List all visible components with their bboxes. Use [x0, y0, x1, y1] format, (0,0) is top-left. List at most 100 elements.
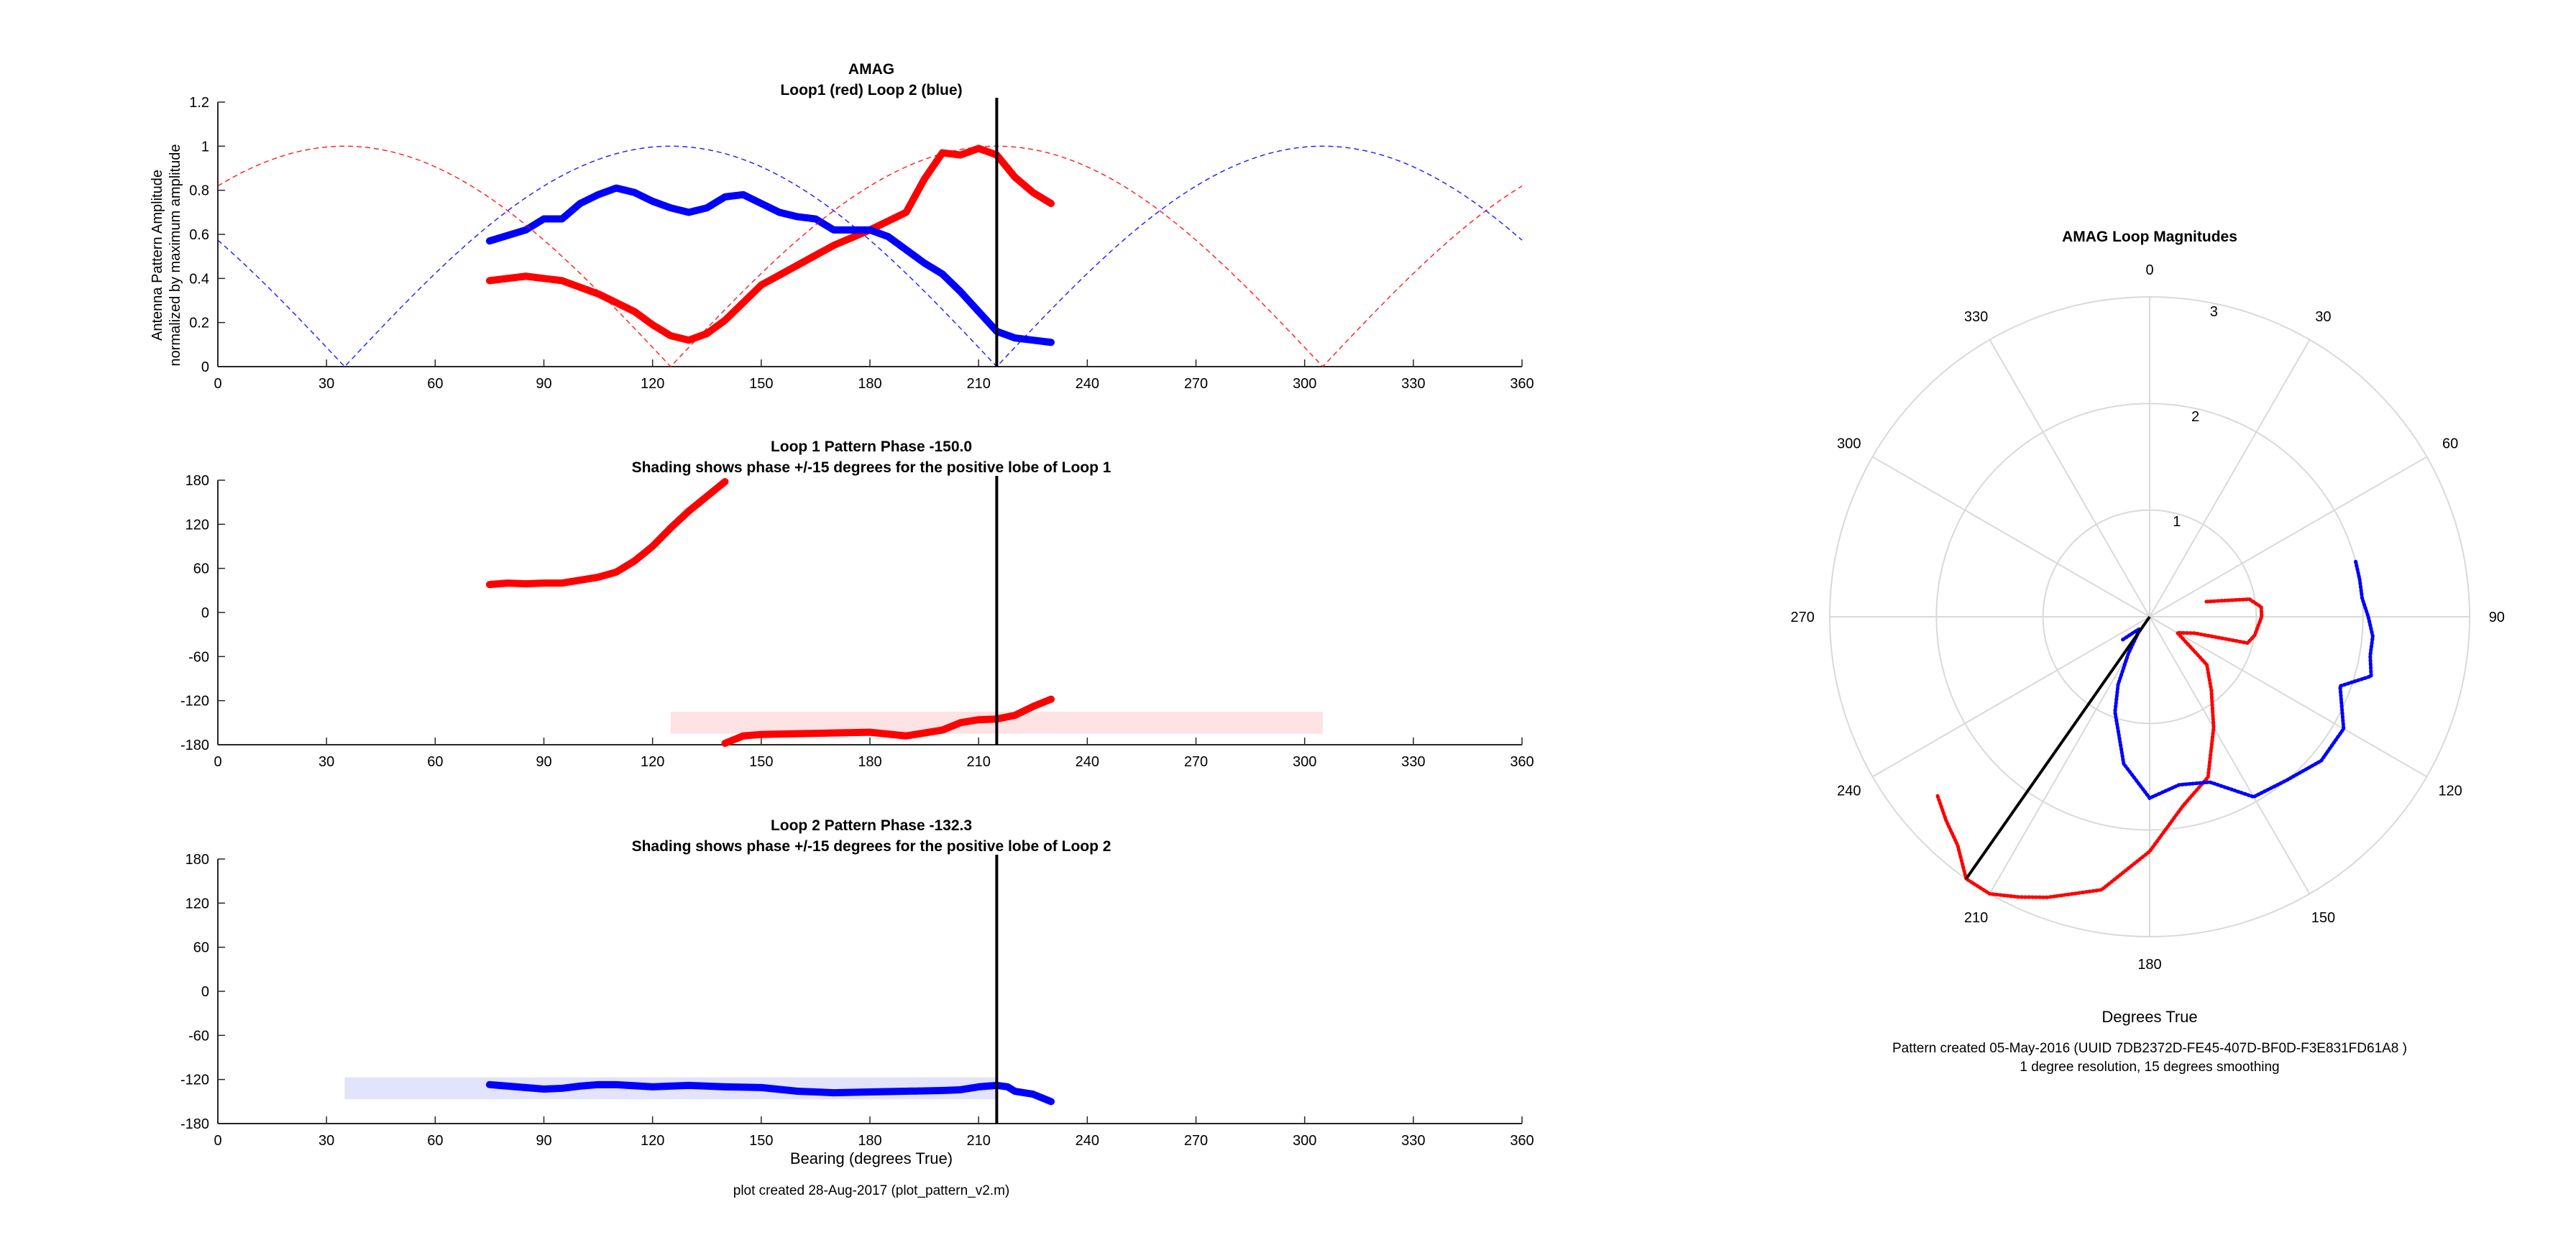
x-tick-label: 330	[1401, 1133, 1425, 1149]
x-tick-label: 210	[966, 376, 990, 392]
x-tick-label: 120	[641, 754, 664, 770]
x-tick-label: 330	[1401, 376, 1425, 392]
polar-angle-label: 90	[2489, 610, 2505, 625]
loop2-phase-plot: Loop 2 Pattern Phase -132.3 Shading show…	[180, 817, 1534, 1198]
polar-angle-label: 330	[1964, 309, 1988, 325]
x-tick-label: 60	[427, 754, 443, 770]
x-tick-label: 360	[1510, 376, 1534, 392]
x-tick-label: 210	[966, 754, 990, 770]
x-tick-label: 0	[214, 754, 221, 770]
polar-angle-label: 210	[1964, 910, 1988, 926]
x-tick-label: 60	[427, 376, 443, 392]
y-tick-label: 120	[185, 896, 209, 912]
amag-ylabel-2: normalized by maximum amplitude	[168, 144, 183, 366]
y-tick-label: 1	[201, 139, 209, 155]
bearing-xlabel: Bearing (degrees True)	[790, 1149, 953, 1167]
y-tick-label: -180	[180, 738, 209, 753]
pattern-created-note: Pattern created 05-May-2016 (UUID 7DB237…	[1892, 1041, 2407, 1056]
amag-ylabel: Antenna Pattern Amplitude	[150, 170, 165, 341]
x-tick-label: 30	[318, 1133, 334, 1149]
x-tick-label: 120	[641, 1133, 664, 1149]
polar-angle-label: 0	[2145, 262, 2153, 278]
polar-title: AMAG Loop Magnitudes	[2062, 229, 2237, 245]
polar-spoke	[1872, 616, 2150, 778]
x-tick-label: 360	[1510, 754, 1534, 770]
x-tick-label: 120	[641, 376, 664, 392]
polar-radius-label: 3	[2210, 304, 2218, 320]
y-tick-label: 180	[185, 852, 209, 868]
polar-spoke	[2149, 456, 2427, 617]
polar-bearing-marker	[1965, 615, 2151, 880]
amag-title: AMAG	[848, 61, 894, 78]
polar-angle-label: 60	[2442, 436, 2458, 452]
x-tick-label: 90	[536, 1133, 551, 1149]
y-tick-label: 120	[185, 517, 209, 533]
x-tick-label: 360	[1510, 1133, 1534, 1149]
polar-spoke	[2149, 616, 2427, 778]
loop2-phase-title: Loop 2 Pattern Phase -132.3	[771, 817, 972, 834]
y-tick-label: 0.6	[189, 227, 209, 243]
y-tick-label: 0.8	[189, 183, 209, 199]
x-tick-label: 330	[1401, 754, 1425, 770]
x-tick-label: 180	[858, 376, 881, 392]
y-tick-label: -120	[180, 694, 209, 710]
y-tick-label: 0	[201, 359, 209, 375]
degrees-true-label: Degrees True	[2101, 1008, 2197, 1026]
polar-angle-label: 180	[2137, 957, 2161, 973]
polar-angle-label: 300	[1837, 436, 1861, 452]
x-tick-label: 270	[1184, 376, 1208, 392]
x-tick-label: 30	[318, 754, 334, 770]
plot-created-note: plot created 28-Aug-2017 (plot_pattern_v…	[733, 1183, 1009, 1198]
x-tick-label: 180	[858, 754, 881, 770]
x-tick-label: 300	[1293, 376, 1316, 392]
y-tick-label: 0.4	[189, 271, 209, 287]
polar-spoke	[2149, 616, 2311, 894]
x-tick-label: 30	[318, 376, 334, 392]
x-tick-label: 90	[536, 754, 551, 770]
measured-series-line	[485, 478, 729, 589]
polar-angle-label: 120	[2438, 783, 2462, 799]
x-tick-label: 0	[214, 1133, 221, 1149]
x-tick-label: 270	[1184, 754, 1208, 770]
y-tick-label: -180	[180, 1116, 209, 1132]
x-tick-label: 150	[749, 376, 773, 392]
polar-angle-label: 150	[2311, 910, 2335, 926]
model-pattern-line	[217, 145, 1523, 368]
loop1-phase-title: Loop 1 Pattern Phase -150.0	[771, 439, 972, 455]
x-tick-label: 300	[1293, 1133, 1316, 1149]
amag-plot: AMAG Loop1 (red) Loop 2 (blue) Antenna P…	[150, 61, 1534, 392]
polar-angle-label: 270	[1790, 610, 1814, 625]
measured-series-line	[485, 184, 1055, 346]
x-tick-label: 90	[536, 376, 551, 392]
model-pattern-line	[217, 145, 1523, 368]
loop2-phase-subtitle: Shading shows phase +/-15 degrees for th…	[632, 838, 1111, 855]
amag-subtitle: Loop1 (red) Loop 2 (blue)	[780, 82, 962, 98]
y-tick-label: 60	[193, 561, 209, 577]
polar-spoke	[2149, 339, 2311, 617]
y-tick-label: 0	[201, 984, 209, 1000]
polar-plot: AMAG Loop Magnitudes Degrees True Patter…	[1790, 229, 2504, 1075]
y-tick-label: 60	[193, 940, 209, 956]
polar-spoke	[1989, 616, 2150, 894]
y-tick-label: 0.2	[189, 316, 209, 331]
polar-spoke	[1872, 456, 2150, 617]
x-tick-label: 0	[214, 376, 221, 392]
y-tick-label: 180	[185, 473, 209, 489]
x-tick-label: 180	[858, 1133, 881, 1149]
x-tick-label: 150	[749, 754, 773, 770]
loop1-phase-plot: Loop 1 Pattern Phase -150.0 Shading show…	[180, 439, 1534, 770]
x-tick-label: 270	[1184, 1133, 1208, 1149]
resolution-note: 1 degree resolution, 15 degrees smoothin…	[2020, 1060, 2279, 1075]
x-tick-label: 150	[749, 1133, 773, 1149]
y-tick-label: -60	[188, 1028, 209, 1044]
polar-loop-series	[1935, 597, 2264, 899]
y-tick-label: 0	[201, 605, 209, 621]
polar-spoke	[1989, 339, 2150, 617]
x-tick-label: 240	[1076, 1133, 1099, 1149]
polar-radius-label: 1	[2173, 514, 2181, 530]
polar-angle-label: 240	[1837, 783, 1861, 799]
y-tick-label: -60	[188, 649, 209, 665]
x-tick-label: 300	[1293, 754, 1316, 770]
y-tick-label: 1.2	[189, 95, 209, 111]
